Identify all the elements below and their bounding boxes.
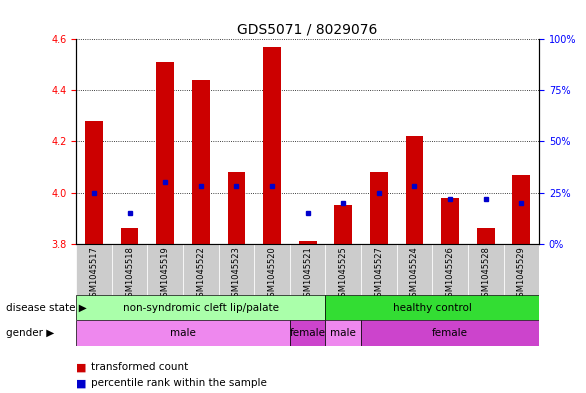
Text: female: female [289, 328, 326, 338]
Bar [148, 244, 183, 295]
Bar [361, 244, 397, 295]
Bar [290, 244, 325, 295]
Bar [219, 244, 254, 295]
Text: GSM1045527: GSM1045527 [374, 246, 383, 302]
Text: GSM1045522: GSM1045522 [196, 246, 205, 302]
Bar [299, 241, 316, 244]
Bar [85, 121, 103, 244]
Text: GSM1045518: GSM1045518 [125, 246, 134, 302]
Text: male: male [331, 328, 356, 338]
Text: male: male [170, 328, 196, 338]
Bar [192, 80, 210, 244]
Text: GSM1045528: GSM1045528 [481, 246, 490, 302]
Text: gender ▶: gender ▶ [6, 328, 54, 338]
Text: non-syndromic cleft lip/palate: non-syndromic cleft lip/palate [123, 303, 279, 312]
Text: healthy control: healthy control [393, 303, 472, 312]
Bar [112, 244, 148, 295]
Text: GSM1045526: GSM1045526 [445, 246, 455, 302]
Text: ■: ■ [76, 378, 87, 388]
Bar [432, 244, 468, 295]
Text: GSM1045529: GSM1045529 [517, 246, 526, 302]
Bar [441, 198, 459, 244]
Bar [370, 172, 388, 244]
Text: GSM1045521: GSM1045521 [303, 246, 312, 302]
Bar [263, 47, 281, 244]
Bar [76, 244, 112, 295]
Text: GSM1045517: GSM1045517 [90, 246, 98, 302]
Bar [183, 244, 219, 295]
Title: GDS5071 / 8029076: GDS5071 / 8029076 [237, 23, 378, 37]
Bar [76, 295, 325, 320]
Text: female: female [432, 328, 468, 338]
Text: GSM1045519: GSM1045519 [161, 246, 170, 302]
Text: transformed count: transformed count [91, 362, 188, 373]
Bar [335, 205, 352, 244]
Text: GSM1045520: GSM1045520 [268, 246, 277, 302]
Bar [325, 320, 361, 346]
Bar [397, 244, 432, 295]
Bar [156, 62, 174, 244]
Bar [406, 136, 424, 244]
Bar [76, 320, 290, 346]
Bar [468, 244, 503, 295]
Bar [121, 228, 138, 244]
Bar [325, 295, 539, 320]
Bar [512, 174, 530, 244]
Bar [361, 320, 539, 346]
Bar [290, 320, 325, 346]
Text: disease state ▶: disease state ▶ [6, 303, 87, 312]
Text: ■: ■ [76, 362, 87, 373]
Text: GSM1045525: GSM1045525 [339, 246, 347, 302]
Text: GSM1045523: GSM1045523 [232, 246, 241, 302]
Bar [254, 244, 290, 295]
Text: GSM1045524: GSM1045524 [410, 246, 419, 302]
Bar [477, 228, 495, 244]
Text: percentile rank within the sample: percentile rank within the sample [91, 378, 267, 388]
Bar [503, 244, 539, 295]
Bar [325, 244, 361, 295]
Bar [227, 172, 246, 244]
